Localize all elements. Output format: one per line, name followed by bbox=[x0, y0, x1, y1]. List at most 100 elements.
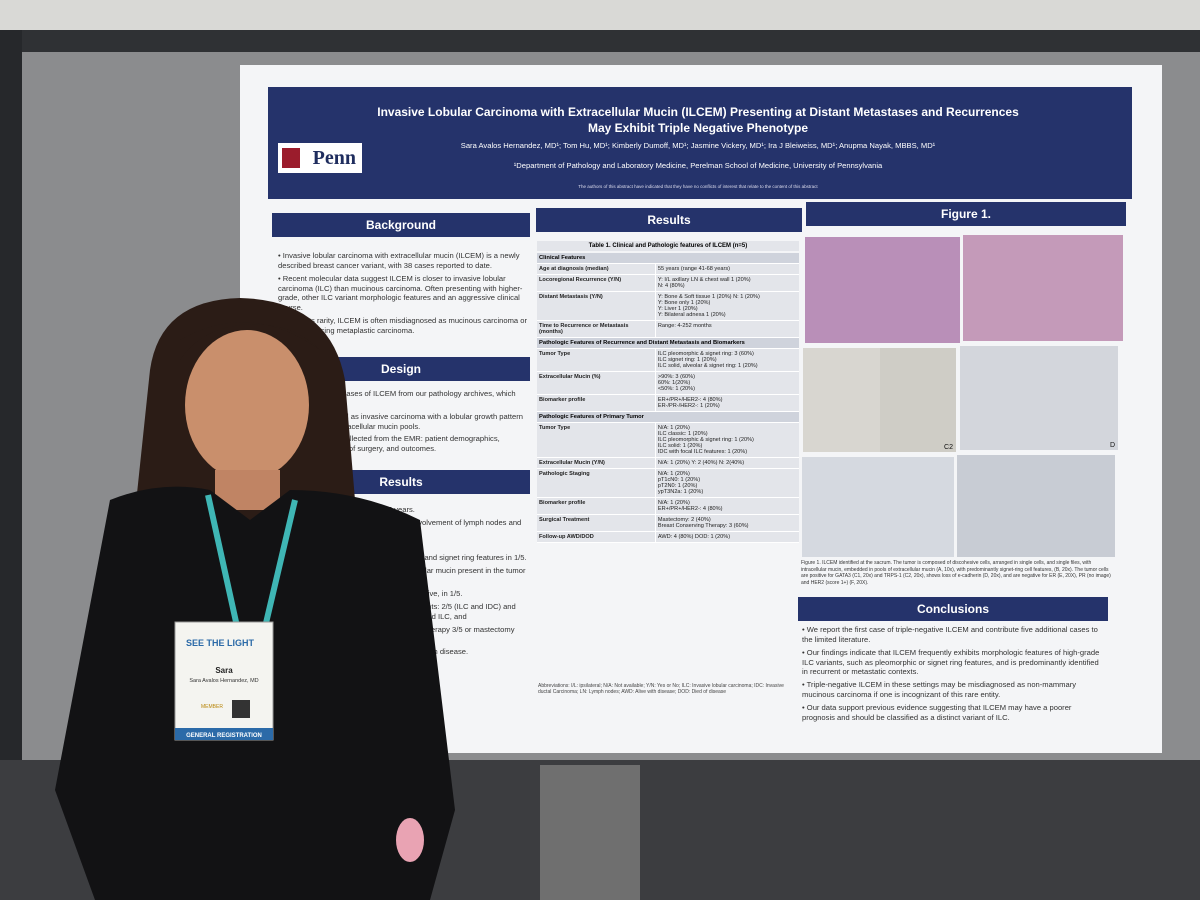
row-value: ILC solid: 1 (20%) bbox=[657, 443, 703, 449]
text-line: Triple-negative ILCEM in these settings … bbox=[802, 680, 1102, 700]
table-row: Tumor Type ILC pleomorphic & signet ring:… bbox=[537, 349, 799, 372]
table-row: Biomarker profile ER+/PR+/HER2-: 4 (80%) E… bbox=[537, 395, 799, 412]
row-value: ypT3N2a: 1 (20%) bbox=[657, 489, 704, 495]
row-values: Y: I/L axillary LN & chest wall 1 (20%) N… bbox=[654, 275, 799, 291]
row-values: AWD: 4 (80%) DOD: 1 (20%) bbox=[654, 532, 799, 542]
micrograph bbox=[802, 457, 954, 557]
badge-registration: GENERAL REGISTRATION bbox=[186, 733, 262, 739]
row-value: ILC solid, alveolar & signet ring: 1 (20… bbox=[657, 363, 758, 369]
section-heading: Conclusions bbox=[798, 597, 1108, 621]
row-value: >90%: 3 (60%) bbox=[657, 374, 696, 380]
row-value: Y: Liver 1 (20%) bbox=[657, 306, 698, 312]
table-section: Pathologic Features of Primary Tumor bbox=[537, 412, 799, 423]
row-label: Follow-up AWD/DOD bbox=[539, 534, 594, 540]
row-value: ER+/PR+/HER2-: 4 (80%) bbox=[657, 506, 723, 512]
row-value: Range: 4-252 months bbox=[657, 323, 712, 329]
section-heading: Background bbox=[272, 213, 530, 237]
row-value: IDC with focal ILC features: 1 (20%) bbox=[657, 449, 748, 455]
section-heading: Figure 1. bbox=[806, 202, 1126, 226]
micrograph bbox=[963, 235, 1123, 341]
logo-text: Penn bbox=[312, 147, 356, 169]
panel-label: D bbox=[1109, 442, 1115, 449]
text-line: We report the first case of triple-negat… bbox=[802, 625, 1102, 645]
row-values: N/A: 1 (20%) ILC classic: 1 (20%) ILC pleo… bbox=[654, 423, 799, 457]
row-label: Locoregional Recurrence (Y/N) bbox=[539, 277, 622, 283]
row-value: N/A: 1 (20%) bbox=[657, 425, 690, 431]
table-row: Age at diagnosis (median) 55 years (range… bbox=[537, 264, 799, 275]
table-row: Follow-up AWD/DOD AWD: 4 (80%) DOD: 1 (20… bbox=[537, 532, 799, 543]
row-label: Distant Metastasis (Y/N) bbox=[539, 294, 603, 300]
text-line: Clinical data was collected from the EMR… bbox=[278, 434, 528, 454]
micrograph: C2 bbox=[880, 348, 956, 452]
row-value: ER-/PR-/HER2-: 1 (20%) bbox=[657, 403, 720, 409]
row-values: ER+/PR+/HER2-: 4 (80%) ER-/PR-/HER2-: 1 (… bbox=[654, 395, 799, 411]
table-row: Time to Recurrence or Metastasis (months… bbox=[537, 321, 799, 338]
table-row: Extracellular Mucin (%) >90%: 3 (60%) 60%:… bbox=[537, 372, 799, 395]
row-label: Age at diagnosis (median) bbox=[539, 266, 609, 272]
table-row: Pathologic Staging N/A: 1 (20%) pT1cN0: 1 … bbox=[537, 469, 799, 498]
row-value: ILC pleomorphic & signet ring: 3 (60%) bbox=[657, 351, 754, 357]
row-values: >90%: 3 (60%) 60%: 1(20%) <50%: 1 (20%) bbox=[654, 372, 799, 394]
table-section: Clinical Features bbox=[537, 253, 799, 264]
row-value: Mastectomy: 2 (40%) bbox=[657, 517, 711, 523]
row-values: N/A: 1 (20%) ER+/PR+/HER2-: 4 (80%) bbox=[654, 498, 799, 514]
logo-shield bbox=[282, 148, 300, 168]
authors: Sara Avalos Hernandez, MD¹; Tom Hu, MD¹;… bbox=[460, 141, 936, 150]
row-label: Biomarker profile bbox=[539, 397, 586, 403]
micrograph: D bbox=[960, 346, 1118, 450]
table-row: Extracellular Mucin (Y/N) N/A: 1 (20%) Y:… bbox=[537, 458, 799, 469]
table-row: Locoregional Recurrence (Y/N) Y: I/L axil… bbox=[537, 275, 799, 292]
table: Clinical Features Age at diagnosis (media… bbox=[537, 253, 799, 543]
figure-caption: Figure 1. ILCEM identified at the sacrum… bbox=[801, 560, 1111, 586]
row-value: N: 4 (80%) bbox=[657, 283, 685, 289]
badge-member: MEMBER bbox=[201, 704, 223, 710]
row-values: N/A: 1 (20%) pT1cN0: 1 (20%) pT2N0: 1 (20%… bbox=[654, 469, 799, 497]
row-value: Y: I/L axillary LN & chest wall 1 (20%) bbox=[657, 277, 751, 283]
row-value: N/A: 1 (20%) bbox=[657, 500, 690, 506]
poster-header: Penn Invasive Lobular Carcinoma with Ext… bbox=[268, 87, 1132, 199]
badge-event: SEE THE LIGHT bbox=[186, 638, 255, 648]
row-value: ILC classic: 1 (20%) bbox=[657, 431, 708, 437]
disclosure: The authors of this abstract have indica… bbox=[578, 184, 818, 189]
row-label: Tumor Type bbox=[539, 351, 571, 357]
affiliation: ¹Department of Pathology and Laboratory … bbox=[513, 161, 883, 170]
table-row: Surgical Treatment Mastectomy: 2 (40%) Bre… bbox=[537, 515, 799, 532]
row-label: Tumor Type bbox=[539, 425, 571, 431]
panel-label: C2 bbox=[944, 444, 953, 451]
table-title: Table 1. Clinical and Pathologic feature… bbox=[537, 241, 799, 251]
badge-band bbox=[175, 728, 273, 740]
table-row: Biomarker profile N/A: 1 (20%) ER+/PR+/HER… bbox=[537, 498, 799, 515]
ceiling bbox=[0, 0, 1200, 30]
badge-full-name: Sara Avalos Hernandez, MD bbox=[189, 678, 258, 684]
row-label: Time to Recurrence or Metastasis (months… bbox=[539, 323, 629, 335]
row-values: ILC pleomorphic & signet ring: 3 (60%) IL… bbox=[654, 349, 799, 371]
row-value: Y: Bone & Soft tissue 1 (20%) N: 1 (20%) bbox=[657, 294, 760, 300]
badge bbox=[174, 621, 274, 741]
row-label: Surgical Treatment bbox=[539, 517, 590, 523]
micrograph bbox=[957, 455, 1115, 557]
row-values: Y: Bone & Soft tissue 1 (20%) N: 1 (20%)… bbox=[654, 292, 799, 320]
row-label: Pathologic Staging bbox=[539, 471, 590, 477]
row-value: pT1cN0: 1 (20%) bbox=[657, 477, 701, 483]
row-values: Range: 4-252 months bbox=[654, 321, 799, 337]
text-line: Invasive lobular carcinoma with extracel… bbox=[278, 251, 528, 271]
badge-first-name: Sara bbox=[215, 666, 233, 675]
row-value: <50%: 1 (20%) bbox=[657, 386, 696, 392]
row-label: Extracellular Mucin (Y/N) bbox=[539, 460, 605, 466]
booth-frame bbox=[0, 30, 22, 900]
conclusions-text: We report the first case of triple-negat… bbox=[802, 625, 1102, 726]
row-value: Breast Conserving Therapy: 3 (60%) bbox=[657, 523, 749, 529]
row-value: ILC signet ring: 1 (20%) bbox=[657, 357, 717, 363]
row-label: Biomarker profile bbox=[539, 500, 586, 506]
text-line: ILCEM was defined as invasive carcinoma … bbox=[278, 412, 528, 432]
title: Invasive Lobular Carcinoma with Extracel… bbox=[377, 105, 1019, 135]
row-value: 55 years (range 41-68 years) bbox=[657, 266, 730, 272]
text-line: Due to its rarity, ILCEM is often misdia… bbox=[278, 316, 528, 336]
row-values: Mastectomy: 2 (40%) Breast Conserving The… bbox=[654, 515, 799, 531]
text-line: Our findings indicate that ILCEM frequen… bbox=[802, 648, 1102, 678]
abbreviations: Abbreviations: I/L: ipsilateral; N/A: No… bbox=[538, 683, 784, 695]
row-value: Y: Bilateral adnexa 1 (20%) bbox=[657, 312, 726, 318]
row-value: ER+/PR+/HER2-: 4 (80%) bbox=[657, 397, 723, 403]
